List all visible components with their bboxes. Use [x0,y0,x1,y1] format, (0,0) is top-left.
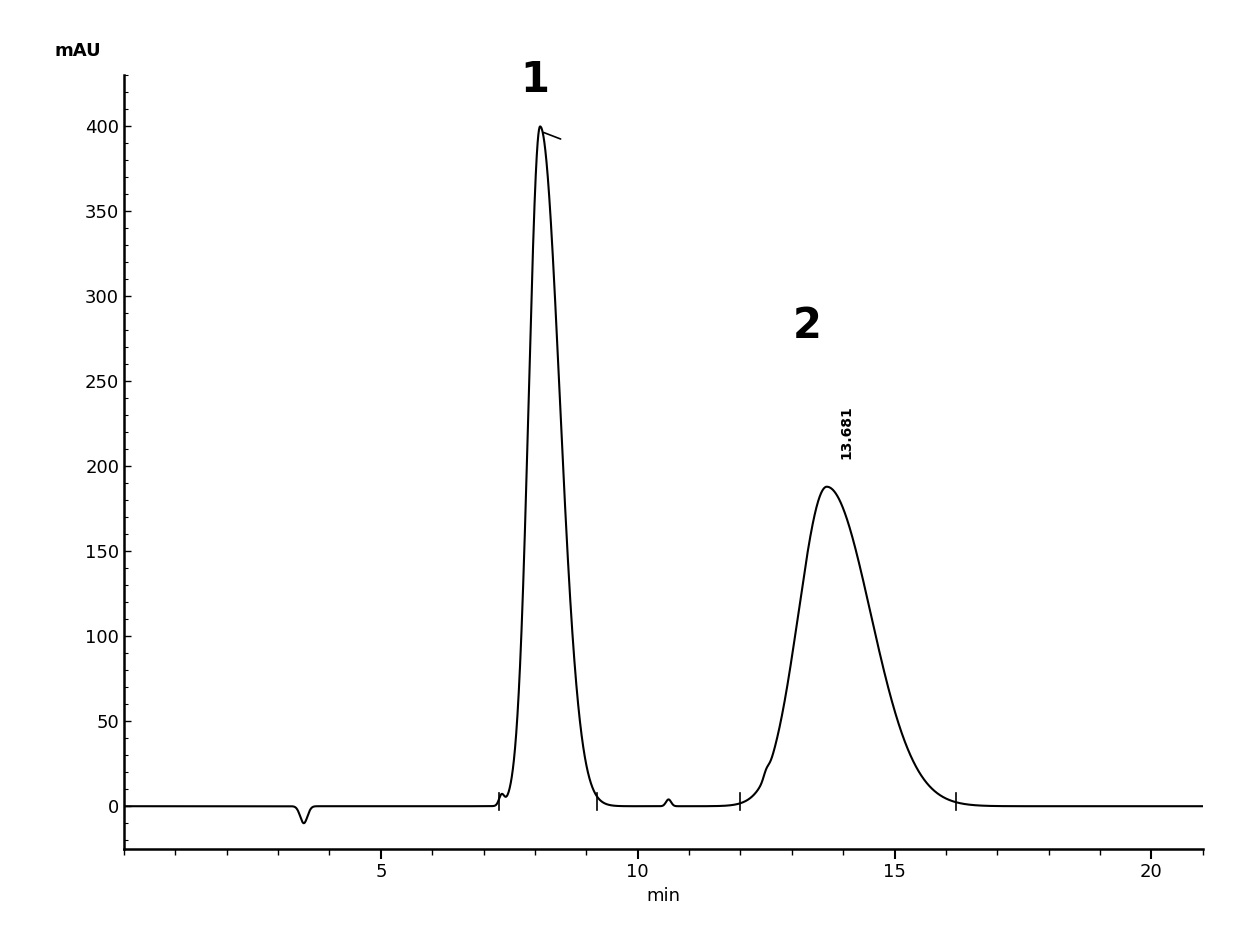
Text: 1: 1 [521,58,549,101]
Y-axis label: mAU: mAU [55,42,102,60]
X-axis label: min: min [646,886,681,905]
Text: 13.681: 13.681 [839,405,853,459]
Text: 2: 2 [792,306,822,347]
